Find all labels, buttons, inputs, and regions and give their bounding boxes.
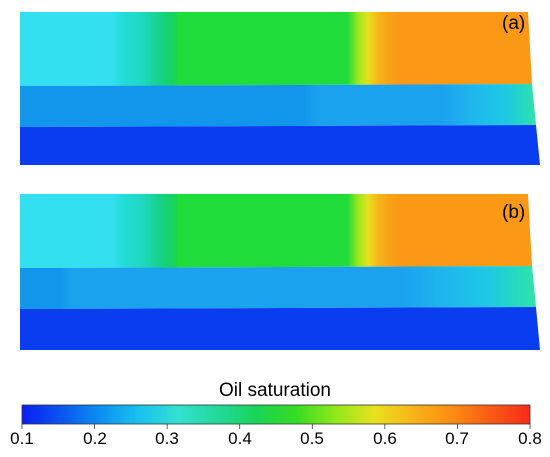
colorbar-title: Oil saturation (219, 380, 331, 401)
colorbar-tick-label: 0.3 (155, 429, 179, 448)
panel-b (20, 194, 540, 350)
colorbar-tick-label: 0.2 (83, 429, 107, 448)
colorbar-tick-label: 0.6 (373, 429, 397, 448)
panel-a-bottom-layer (20, 125, 540, 165)
panel-a-top-layer (20, 12, 532, 86)
colorbar-tick-label: 0.4 (228, 429, 252, 448)
panel-b-middle-layer (20, 266, 536, 309)
colorbar (21, 404, 531, 425)
colorbar-tick-label: 0.7 (445, 429, 469, 448)
panel-b-bottom-layer (20, 307, 540, 350)
panel-b-label: (b) (502, 202, 526, 223)
colorbar-tick-label: 0.5 (300, 429, 324, 448)
panel-a-middle-layer (20, 84, 536, 127)
panel-b-top-layer (20, 194, 532, 268)
panel-a-label: (a) (502, 13, 526, 34)
colorbar-ticks (21, 424, 531, 429)
colorbar-tick-label: 0.8 (518, 429, 542, 448)
colorbar-tick-label: 0.1 (10, 429, 34, 448)
panel-a (20, 12, 540, 165)
